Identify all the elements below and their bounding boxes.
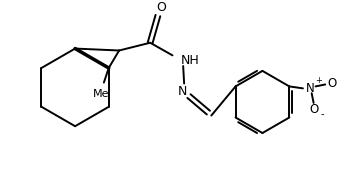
- Text: NH: NH: [181, 54, 200, 67]
- Text: Me: Me: [93, 89, 109, 99]
- Text: -: -: [321, 110, 324, 120]
- Text: O: O: [309, 103, 318, 116]
- Text: N: N: [178, 85, 187, 98]
- Text: O: O: [156, 1, 166, 14]
- Text: +: +: [315, 76, 322, 85]
- Text: O: O: [328, 77, 337, 90]
- Text: N: N: [306, 82, 315, 95]
